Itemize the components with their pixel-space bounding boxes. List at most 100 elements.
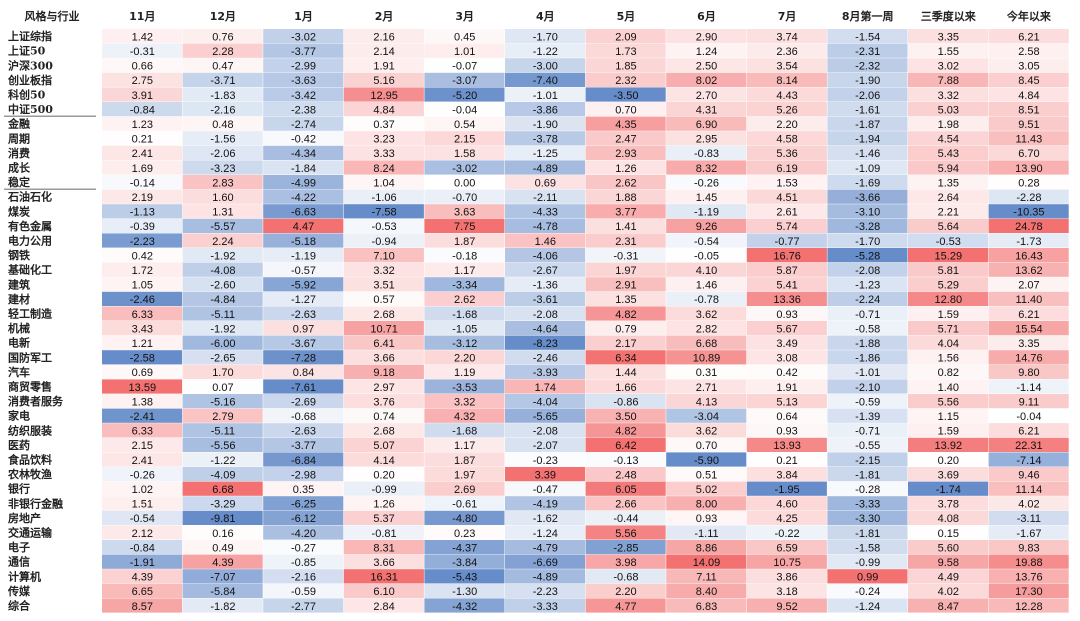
heatmap-cell bbox=[102, 102, 183, 117]
cell-value: 4.08 bbox=[938, 513, 959, 525]
heatmap-cell bbox=[263, 321, 344, 336]
cell-value: 13.36 bbox=[773, 294, 801, 306]
cell-value: -0.31 bbox=[130, 46, 155, 58]
cell-value: -1.81 bbox=[855, 528, 880, 540]
cell-value: 6.83 bbox=[696, 601, 717, 613]
heatmap-cell bbox=[182, 394, 263, 409]
heatmap-cell bbox=[343, 218, 424, 233]
cell-value: 1.53 bbox=[776, 177, 797, 189]
cell-value: -3.02 bbox=[452, 163, 477, 175]
cell-value: -1.13 bbox=[130, 207, 155, 219]
heatmap-cell bbox=[585, 364, 666, 379]
heatmap-cell bbox=[343, 510, 424, 525]
heatmap-cell bbox=[827, 321, 908, 336]
cell-value: 0.99 bbox=[857, 572, 878, 584]
heatmap-cell bbox=[988, 102, 1069, 117]
heatmap-cell bbox=[827, 291, 908, 306]
cell-value: 2.66 bbox=[615, 499, 636, 511]
heatmap-cell bbox=[827, 569, 908, 584]
heatmap-cell bbox=[263, 350, 344, 365]
heatmap-cell bbox=[263, 102, 344, 117]
cell-value: 1.35 bbox=[938, 177, 959, 189]
cell-value: 11.43 bbox=[1016, 134, 1043, 146]
row-labels: 上证综指上证50沪深300创业板指科创50中证500金融周期消费成长稳定石油石化… bbox=[7, 29, 64, 612]
cell-value: 4.60 bbox=[776, 499, 797, 511]
cell-value: -3.04 bbox=[694, 411, 719, 423]
column-header: 1月 bbox=[294, 10, 313, 23]
cell-value: -2.32 bbox=[855, 61, 880, 73]
heatmap-cell bbox=[908, 233, 989, 248]
heatmap-cell bbox=[263, 233, 344, 248]
heatmap-cell bbox=[263, 554, 344, 569]
heatmap-cell bbox=[746, 554, 827, 569]
cell-value: -4.20 bbox=[291, 528, 316, 540]
cell-value: 8.14 bbox=[776, 75, 797, 87]
heatmap-cell bbox=[343, 321, 424, 336]
heatmap-cell bbox=[505, 306, 586, 321]
heatmap-cell bbox=[746, 262, 827, 277]
heatmap-cell bbox=[666, 131, 747, 146]
cell-value: 2.61 bbox=[776, 207, 797, 219]
cell-value: 1.59 bbox=[938, 309, 959, 321]
cell-value: 0.28 bbox=[1018, 177, 1039, 189]
cell-value: -1.36 bbox=[533, 280, 558, 292]
row-label: 煤炭 bbox=[8, 204, 30, 218]
heatmap-cell bbox=[988, 306, 1069, 321]
cell-value: -3.23 bbox=[210, 163, 235, 175]
cell-value: -2.67 bbox=[533, 265, 558, 277]
cell-value: 15.54 bbox=[1015, 323, 1043, 335]
heatmap-cell bbox=[908, 87, 989, 102]
cell-value: 0.64 bbox=[776, 411, 797, 423]
heatmap-cell bbox=[263, 496, 344, 511]
cell-value: 6.10 bbox=[373, 586, 394, 598]
cell-value: 4.51 bbox=[776, 192, 797, 204]
cell-value: -1.23 bbox=[855, 280, 880, 292]
heatmap-cell bbox=[505, 452, 586, 467]
heatmap-cell bbox=[746, 218, 827, 233]
cell-value: -4.22 bbox=[291, 192, 316, 204]
cell-value: 1.15 bbox=[938, 411, 959, 423]
heatmap-cell bbox=[102, 321, 183, 336]
heatmap-cell bbox=[505, 481, 586, 496]
heatmap-cell bbox=[746, 116, 827, 131]
heatmap-cell bbox=[102, 72, 183, 87]
heatmap-cell bbox=[424, 335, 505, 350]
heatmap-cell bbox=[505, 583, 586, 598]
cell-value: -1.19 bbox=[694, 207, 719, 219]
heatmap-cell bbox=[827, 87, 908, 102]
cell-value: 1.21 bbox=[132, 338, 153, 350]
heatmap-cell bbox=[585, 598, 666, 613]
heatmap-cell bbox=[988, 175, 1069, 190]
row-label: 计算机 bbox=[8, 569, 41, 583]
row-label: 沪深300 bbox=[8, 58, 53, 72]
cell-value: 3.50 bbox=[615, 411, 636, 423]
heatmap-cell bbox=[343, 569, 424, 584]
heatmap-cell bbox=[102, 364, 183, 379]
heatmap-cell bbox=[343, 277, 424, 292]
heatmap-cell bbox=[585, 204, 666, 219]
heatmap-cell bbox=[988, 481, 1069, 496]
cell-value: -1.69 bbox=[855, 177, 880, 189]
cell-value: 3.18 bbox=[776, 586, 797, 598]
cell-value: -2.15 bbox=[855, 455, 880, 467]
cell-value: 16.43 bbox=[1015, 250, 1043, 262]
heatmap-cell bbox=[424, 467, 505, 482]
cell-value: 2.32 bbox=[615, 75, 636, 87]
heatmap-cell bbox=[263, 131, 344, 146]
cell-value: 0.54 bbox=[454, 119, 475, 131]
cell-value: -0.84 bbox=[130, 542, 155, 554]
heatmap-cell bbox=[908, 175, 989, 190]
cell-value: 3.02 bbox=[938, 61, 959, 73]
heatmap-cell bbox=[505, 145, 586, 160]
cell-value: 19.88 bbox=[1015, 557, 1043, 569]
cell-value: 1.24 bbox=[696, 46, 717, 58]
heatmap-cells bbox=[102, 29, 1069, 613]
cell-value: 1.87 bbox=[454, 455, 475, 467]
heatmap-cell bbox=[424, 160, 505, 175]
cell-value: -5.18 bbox=[291, 236, 316, 248]
heatmap-cell bbox=[505, 116, 586, 131]
cell-value: 8.57 bbox=[132, 601, 153, 613]
cell-value: 5.81 bbox=[938, 265, 959, 277]
heatmap-cell bbox=[263, 160, 344, 175]
